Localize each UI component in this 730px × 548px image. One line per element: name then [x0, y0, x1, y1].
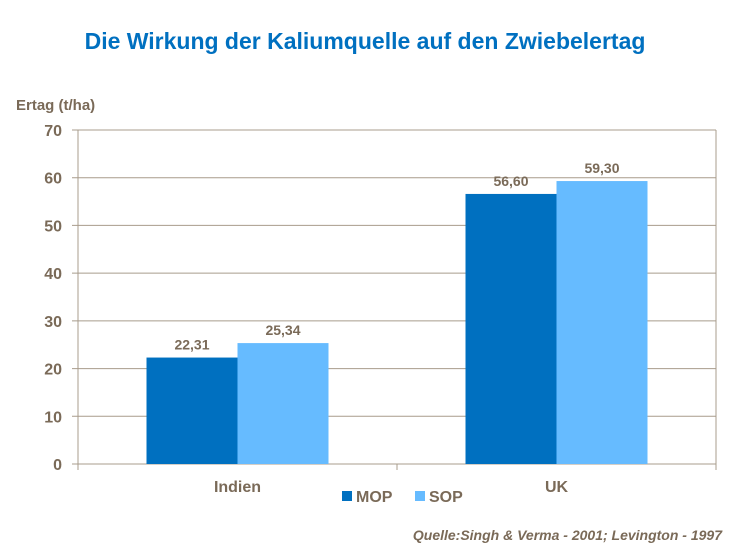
chart-title: Die Wirkung der Kaliumquelle auf den Zwi…	[84, 28, 646, 54]
y-tick-label: 70	[44, 123, 62, 140]
y-tick-label: 20	[44, 362, 62, 379]
y-axis-label: Ertag (t/ha)	[16, 97, 95, 114]
bar-sop	[237, 343, 329, 464]
y-tick-label: 30	[44, 314, 62, 331]
y-tick-label: 0	[53, 457, 62, 474]
bar-sop	[556, 181, 648, 464]
bar-mop	[465, 193, 557, 465]
data-label: 22,31	[174, 337, 209, 353]
data-label: 56,60	[493, 173, 528, 189]
bar-mop	[146, 357, 238, 464]
y-tick-label: 10	[44, 409, 62, 426]
legend-label-mop: MOP	[356, 489, 393, 506]
y-tick-label: 50	[44, 218, 62, 235]
y-tick-label: 40	[44, 266, 62, 283]
x-tick-label: Indien	[214, 479, 261, 496]
data-label: 59,30	[584, 160, 619, 176]
y-tick-label: 60	[44, 171, 62, 188]
legend-label-sop: SOP	[429, 489, 463, 506]
legend-swatch-sop	[415, 491, 425, 501]
data-label: 25,34	[265, 322, 300, 338]
legend-swatch-mop	[342, 491, 352, 501]
source-note: Quelle:Singh & Verma - 2001; Levington -…	[412, 527, 722, 543]
x-tick-label: UK	[545, 479, 569, 496]
